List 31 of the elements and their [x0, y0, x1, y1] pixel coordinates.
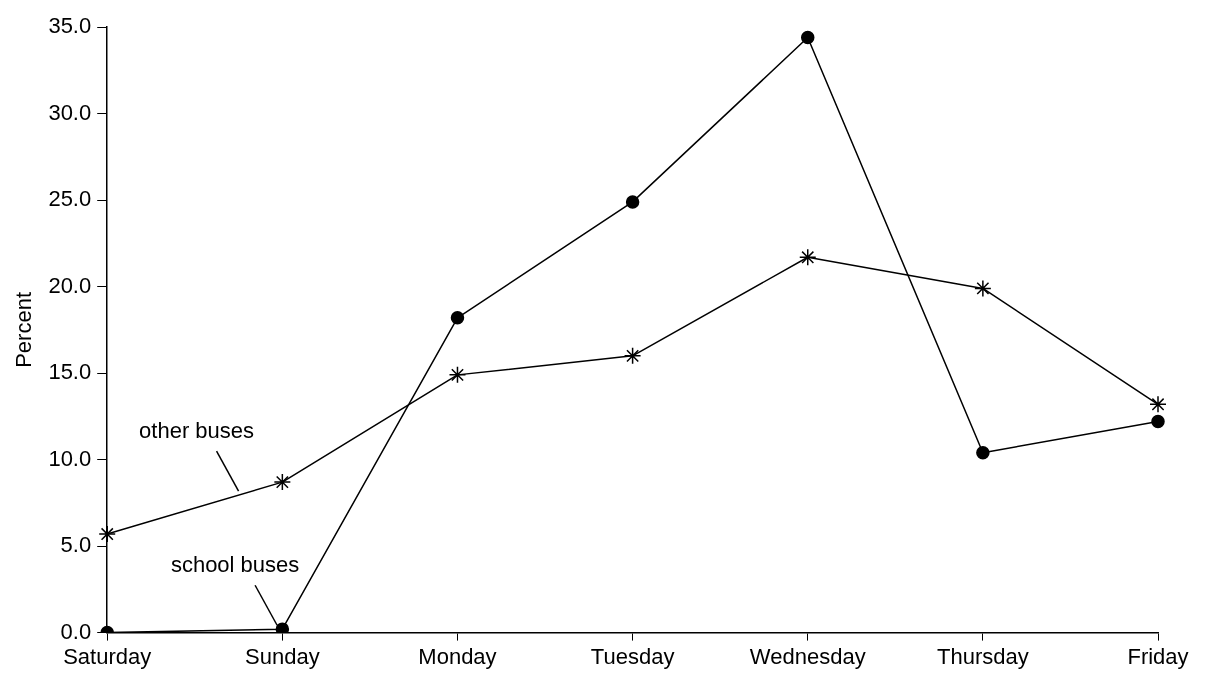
point — [273, 473, 292, 491]
y-tick-label: 5.0 — [60, 532, 92, 558]
point — [1149, 395, 1167, 414]
x-tick-label: Monday — [418, 643, 497, 669]
point — [450, 311, 465, 325]
point — [623, 347, 642, 365]
y-tick-label: 30.0 — [48, 99, 92, 125]
y-tick-label: 35.0 — [48, 13, 92, 39]
y-tick-label: 0.0 — [60, 618, 92, 644]
point — [98, 525, 116, 543]
series-label: other buses — [139, 418, 255, 444]
point — [798, 248, 817, 266]
series-label: school buses — [170, 552, 300, 578]
point — [974, 279, 992, 298]
y-tick-label: 10.0 — [48, 445, 92, 471]
point — [448, 366, 467, 384]
x-tick-label: Tuesday — [590, 643, 675, 669]
x-tick-label: Friday — [1127, 643, 1189, 669]
y-tick-label: 25.0 — [48, 186, 92, 212]
x-tick-label: Sunday — [245, 643, 320, 669]
point — [976, 445, 990, 460]
point — [800, 30, 815, 45]
point — [1151, 414, 1165, 429]
x-tick-label: Wednesday — [749, 643, 866, 669]
x-tick-label: Saturday — [63, 643, 152, 669]
point — [625, 195, 640, 209]
point — [275, 622, 290, 633]
y-tick-label: 20.0 — [48, 272, 92, 298]
y-axis-title: Percent — [11, 291, 37, 368]
x-tick-label: Thursday — [937, 643, 1029, 669]
y-tick-label: 15.0 — [48, 359, 92, 385]
